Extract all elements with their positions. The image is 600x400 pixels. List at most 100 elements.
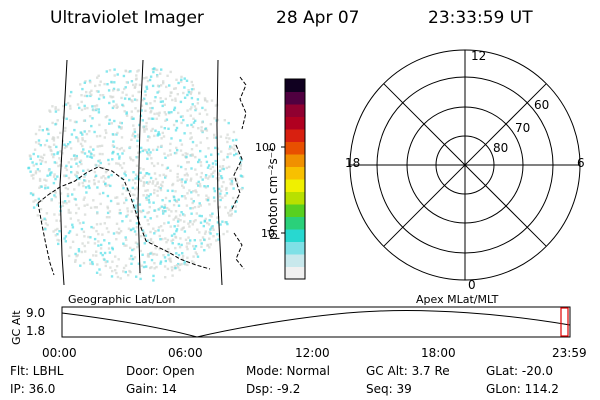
uv-pixel bbox=[65, 164, 68, 168]
uv-pixel bbox=[69, 211, 72, 214]
uv-pixel bbox=[129, 158, 133, 161]
uv-pixel bbox=[152, 148, 155, 152]
uv-pixel bbox=[92, 154, 96, 157]
uv-pixel bbox=[77, 165, 80, 168]
uv-pixel bbox=[142, 194, 145, 197]
uv-pixel bbox=[224, 206, 227, 209]
uv-pixel bbox=[130, 110, 133, 113]
uv-pixel bbox=[98, 159, 101, 162]
uv-pixel bbox=[180, 180, 183, 184]
uv-pixel bbox=[188, 189, 191, 192]
uv-pixel bbox=[50, 153, 54, 156]
uv-pixel bbox=[120, 146, 123, 150]
uv-pixel bbox=[162, 80, 165, 83]
uv-pixel bbox=[137, 262, 141, 265]
uv-pixel bbox=[69, 119, 72, 122]
uv-pixel bbox=[215, 136, 218, 139]
uv-pixel bbox=[43, 217, 46, 220]
uv-pixel bbox=[52, 153, 56, 156]
uv-pixel bbox=[146, 211, 149, 215]
uv-pixel bbox=[50, 149, 53, 153]
uv-pixel bbox=[148, 136, 151, 139]
uv-pixel bbox=[199, 161, 203, 164]
uv-pixel bbox=[107, 158, 110, 162]
colorbar-tick-10: 10 bbox=[261, 227, 275, 240]
uv-pixel bbox=[43, 143, 47, 147]
uv-pixel bbox=[186, 152, 189, 156]
uv-pixel bbox=[164, 156, 167, 159]
uv-pixel bbox=[205, 198, 208, 201]
uv-pixel bbox=[187, 89, 190, 92]
uv-pixel bbox=[179, 115, 183, 118]
uv-pixel bbox=[84, 186, 88, 189]
uv-pixel bbox=[150, 129, 153, 133]
uv-pixel bbox=[107, 183, 110, 187]
uv-pixel bbox=[90, 93, 93, 96]
uv-pixel bbox=[122, 187, 125, 190]
x-tick-0000: 00:00 bbox=[42, 346, 77, 360]
uv-pixel bbox=[131, 186, 134, 190]
uv-pixel bbox=[154, 247, 157, 250]
uv-pixel bbox=[133, 193, 136, 197]
uv-pixel bbox=[156, 194, 159, 197]
uv-pixel bbox=[81, 242, 84, 245]
uv-pixel bbox=[59, 131, 62, 135]
uv-pixel bbox=[203, 249, 206, 252]
uv-pixel bbox=[63, 146, 67, 150]
info-ip: IP: 36.0 bbox=[10, 382, 56, 396]
gc-alt-ylabel: GC Alt bbox=[10, 310, 23, 345]
uv-pixel bbox=[211, 212, 214, 215]
uv-pixel bbox=[157, 229, 160, 232]
uv-pixel bbox=[148, 78, 152, 82]
uv-pixel bbox=[130, 254, 133, 258]
uv-pixel bbox=[123, 244, 126, 247]
uv-pixel bbox=[74, 258, 77, 262]
uv-pixel bbox=[191, 125, 195, 129]
uv-pixel bbox=[80, 94, 83, 97]
uv-pixel-field bbox=[27, 67, 245, 282]
uv-pixel bbox=[82, 119, 86, 122]
uv-pixel bbox=[177, 217, 180, 221]
uv-pixel bbox=[163, 111, 166, 114]
uv-pixel bbox=[68, 94, 72, 98]
uv-pixel bbox=[206, 166, 210, 169]
uv-pixel bbox=[194, 107, 198, 111]
uv-pixel bbox=[197, 160, 200, 164]
uv-pixel bbox=[158, 234, 161, 238]
uv-pixel bbox=[162, 212, 165, 215]
uv-pixel bbox=[190, 148, 194, 151]
uv-pixel bbox=[159, 183, 163, 186]
uv-pixel bbox=[109, 266, 112, 269]
uv-pixel bbox=[225, 166, 228, 170]
uv-pixel bbox=[198, 182, 202, 186]
uv-pixel bbox=[83, 235, 86, 238]
uv-pixel bbox=[41, 129, 44, 132]
uv-pixel bbox=[64, 235, 68, 238]
uv-pixel bbox=[225, 136, 228, 140]
uv-pixel bbox=[133, 128, 136, 131]
uv-pixel bbox=[79, 264, 82, 267]
uv-pixel bbox=[199, 204, 202, 207]
colorbar-tick-100: 100 bbox=[255, 141, 276, 154]
uv-pixel bbox=[153, 99, 156, 103]
uv-pixel bbox=[132, 227, 135, 230]
uv-pixel bbox=[124, 196, 128, 200]
uv-pixel bbox=[198, 112, 201, 115]
uv-pixel bbox=[44, 187, 47, 190]
uv-pixel bbox=[147, 117, 151, 120]
uv-pixel bbox=[190, 123, 193, 127]
uv-pixel bbox=[100, 176, 103, 179]
uv-pixel bbox=[156, 189, 159, 193]
uv-pixel bbox=[56, 233, 59, 236]
uv-pixel bbox=[83, 196, 86, 199]
uv-pixel bbox=[66, 143, 70, 146]
uv-pixel bbox=[204, 127, 207, 131]
uv-pixel bbox=[213, 169, 216, 173]
uv-pixel bbox=[177, 81, 180, 85]
uv-pixel bbox=[141, 149, 145, 153]
uv-pixel bbox=[161, 229, 164, 232]
uv-pixel bbox=[136, 70, 139, 73]
uv-pixel bbox=[32, 152, 35, 156]
uv-pixel bbox=[59, 192, 63, 195]
uv-pixel bbox=[134, 204, 137, 207]
